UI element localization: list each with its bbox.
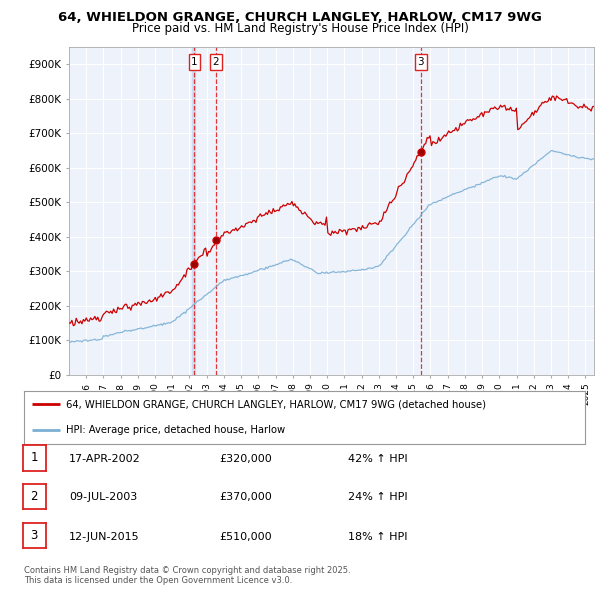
Text: £320,000: £320,000 <box>219 454 272 464</box>
Text: 64, WHIELDON GRANGE, CHURCH LANGLEY, HARLOW, CM17 9WG: 64, WHIELDON GRANGE, CHURCH LANGLEY, HAR… <box>58 11 542 24</box>
Text: 17-APR-2002: 17-APR-2002 <box>69 454 141 464</box>
Text: 12-JUN-2015: 12-JUN-2015 <box>69 532 140 542</box>
Text: £370,000: £370,000 <box>219 492 272 502</box>
Text: 24% ↑ HPI: 24% ↑ HPI <box>348 492 407 502</box>
Text: £510,000: £510,000 <box>219 532 272 542</box>
Text: 2: 2 <box>31 490 38 503</box>
Text: 3: 3 <box>31 529 38 542</box>
Text: Contains HM Land Registry data © Crown copyright and database right 2025.
This d: Contains HM Land Registry data © Crown c… <box>24 566 350 585</box>
Text: 09-JUL-2003: 09-JUL-2003 <box>69 492 137 502</box>
Text: 2: 2 <box>212 57 219 67</box>
Text: 3: 3 <box>418 57 424 67</box>
Text: 1: 1 <box>191 57 198 67</box>
Text: Price paid vs. HM Land Registry's House Price Index (HPI): Price paid vs. HM Land Registry's House … <box>131 22 469 35</box>
Text: 1: 1 <box>31 451 38 464</box>
Text: 64, WHIELDON GRANGE, CHURCH LANGLEY, HARLOW, CM17 9WG (detached house): 64, WHIELDON GRANGE, CHURCH LANGLEY, HAR… <box>66 399 486 409</box>
Text: 18% ↑ HPI: 18% ↑ HPI <box>348 532 407 542</box>
Bar <box>193 47 195 375</box>
Text: 42% ↑ HPI: 42% ↑ HPI <box>348 454 407 464</box>
Text: HPI: Average price, detached house, Harlow: HPI: Average price, detached house, Harl… <box>66 425 285 435</box>
